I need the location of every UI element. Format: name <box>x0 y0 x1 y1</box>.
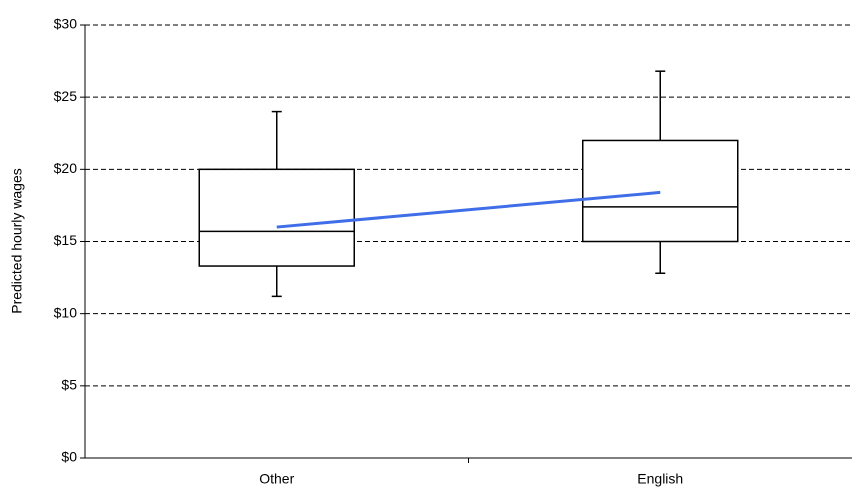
y-tick-label: $30 <box>54 16 78 32</box>
y-tick-label: $5 <box>61 377 77 393</box>
x-tick-label: Other <box>259 471 294 487</box>
y-axis-label: Predicted hourly wages <box>9 168 25 314</box>
y-tick-label: $20 <box>54 160 78 176</box>
y-tick-label: $25 <box>54 88 78 104</box>
y-tick-label: $15 <box>54 232 78 248</box>
mean-line <box>276 190 661 229</box>
box <box>198 168 355 267</box>
x-tick-label: English <box>637 471 683 487</box>
y-tick-label: $0 <box>61 449 77 465</box>
y-tick-label: $10 <box>54 304 78 320</box>
box <box>582 139 739 243</box>
